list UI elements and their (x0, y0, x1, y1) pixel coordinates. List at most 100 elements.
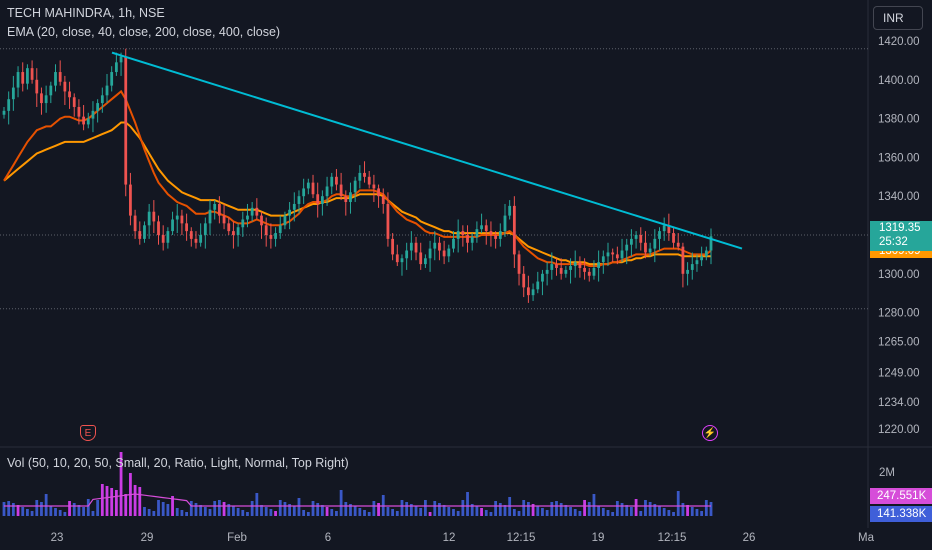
dividend-marker-glyph: ⚡ (703, 427, 717, 439)
candle (564, 266, 568, 278)
candle-body (302, 188, 306, 197)
candle (49, 81, 53, 104)
candle-body (480, 225, 483, 230)
candle-body (157, 221, 160, 235)
volume-bar (409, 504, 413, 516)
candle (672, 227, 675, 249)
volume-bar (147, 509, 151, 516)
candle-body (653, 238, 657, 249)
candle (583, 258, 586, 280)
volume-bar (606, 510, 610, 516)
volume-bar (114, 490, 118, 516)
x-tick-label: 12:15 (658, 532, 687, 544)
candle-body (550, 264, 554, 270)
candle-body (316, 194, 320, 204)
volume-bar (264, 507, 268, 516)
candle (620, 238, 624, 263)
candle-body (498, 231, 502, 239)
volume-indicator-legend[interactable]: Vol (50, 10, 20, 50, Small, 20, Ratio, L… (7, 456, 349, 470)
volume-bar (269, 509, 273, 516)
volume-bar (377, 503, 380, 516)
candle-body (555, 264, 558, 268)
earnings-marker-icon[interactable]: E (80, 425, 96, 441)
candle (302, 178, 306, 204)
candle-body (339, 184, 343, 197)
candle-body (82, 116, 85, 125)
candle-body (592, 267, 596, 276)
volume-bar (330, 509, 334, 516)
volume-bar (292, 506, 296, 516)
candle (489, 221, 493, 247)
symbol-legend[interactable]: TECH MAHINDRA, 1h, NSE (7, 6, 165, 20)
candle (395, 244, 399, 267)
ema-fast-series (3, 89, 712, 267)
volume-bar (634, 499, 638, 516)
y-tick-label: 1234.00 (878, 397, 920, 409)
candle (250, 202, 254, 222)
volume-bar (260, 505, 263, 516)
candle (700, 246, 704, 267)
volume-bar (175, 508, 179, 516)
candle-body (414, 242, 418, 253)
volume-bar (306, 512, 310, 516)
candle-body (634, 235, 638, 239)
candle-body (194, 238, 198, 243)
candle (180, 209, 184, 235)
candle (709, 228, 713, 265)
candle (423, 254, 427, 268)
candle-body (189, 231, 193, 239)
ema-indicator-legend[interactable]: EMA (20, close, 40, close, 200, close, 4… (7, 25, 281, 39)
candle-body (68, 91, 71, 98)
candle-body (264, 225, 268, 235)
volume-bar (597, 506, 601, 516)
candle (508, 200, 512, 220)
grid-lines (0, 0, 932, 528)
currency-button[interactable]: INR (873, 6, 923, 30)
candle-body (175, 215, 179, 220)
candle (452, 231, 455, 253)
candle-body (11, 87, 15, 100)
candle (30, 60, 34, 84)
candle (236, 223, 240, 247)
candle-body (147, 211, 151, 226)
candle-body (100, 95, 104, 104)
candle (100, 87, 104, 113)
candle (484, 219, 488, 245)
y-tick-label: 1360.00 (878, 152, 920, 164)
volume-bar (545, 510, 549, 516)
volume-bar (161, 502, 165, 516)
candle (658, 227, 661, 251)
volume-bar (709, 502, 713, 516)
candle-body (119, 56, 123, 63)
candle (278, 215, 282, 239)
volume-bar (517, 511, 521, 516)
candle-body (278, 225, 282, 234)
candle-body (250, 207, 254, 216)
candle (344, 190, 348, 216)
ema-fast-line (3, 89, 712, 267)
candle (7, 91, 11, 125)
candle (461, 225, 465, 247)
volume-bar (21, 507, 25, 516)
volume-bar (344, 502, 348, 516)
dividend-marker-icon[interactable]: ⚡ (702, 425, 718, 441)
candle (161, 225, 165, 251)
candle (311, 174, 315, 199)
candle-body (672, 233, 675, 243)
candle (232, 221, 235, 249)
volume-bar (555, 501, 558, 516)
candle (578, 256, 582, 278)
candle-body (320, 196, 324, 204)
candle (58, 60, 62, 86)
volume-bar (620, 503, 624, 516)
volume-bar (456, 511, 460, 516)
volume-bar (484, 510, 488, 516)
candle (227, 217, 231, 235)
volume-bar (49, 506, 53, 516)
volume-bar (419, 508, 423, 516)
candle-body (255, 207, 259, 216)
volume-scale-label: 2M (879, 467, 895, 479)
candle (545, 262, 549, 286)
candle (653, 229, 657, 263)
volume-bar (40, 502, 43, 516)
